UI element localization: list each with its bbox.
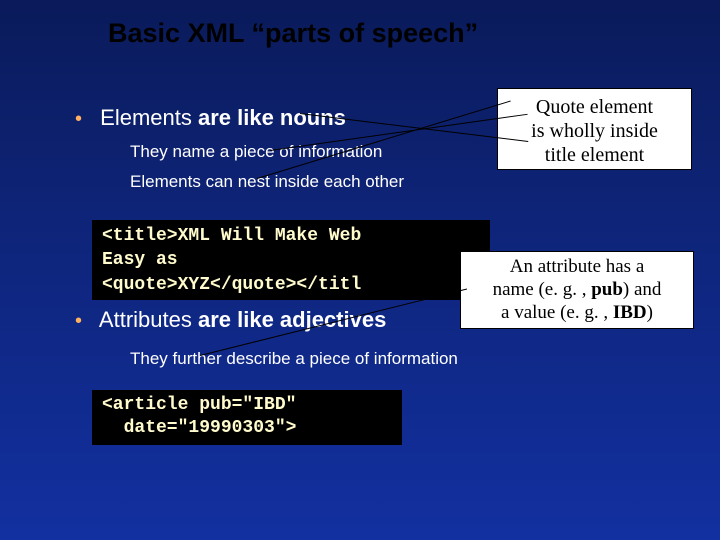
callout2-l3a: a value (e. g. , [501,302,613,323]
bullet1-pre: Elements [100,105,198,130]
bullet-elements: • Elements are like nouns [75,105,346,131]
code-block-article: <article pub="IBD" date="19990303"> [92,390,402,445]
callout1-line1: Quote element [498,95,691,119]
slide-title: Basic XML “parts of speech” [108,18,478,49]
bullet-dot-icon: • [75,310,82,332]
callout2-l2a: name (e. g. , [493,279,592,300]
callout2-l3b: IBD [613,302,647,323]
callout2-l2c: ) and [623,279,662,300]
bullet2-bold: are like adjectives [198,307,386,332]
callout1-line2: is wholly inside [498,119,691,143]
code-block-title: <title>XML Will Make Web Easy as <quote>… [92,220,490,300]
callout2-l2b: pub [591,279,623,300]
bullet-dot-icon: • [75,108,82,130]
callout2-line1: An attribute has a [461,256,693,279]
callout-quote-element: Quote element is wholly inside title ele… [497,88,692,170]
bullet2-pre: Attributes [99,307,198,332]
callout2-line2: name (e. g. , pub) and [461,279,693,302]
callout1-line3: title element [498,143,691,167]
callout-attribute: An attribute has a name (e. g. , pub) an… [460,251,694,329]
callout2-l3c: ) [647,302,653,323]
callout2-line3: a value (e. g. , IBD) [461,302,693,325]
sub-bullet-3: They further describe a piece of informa… [130,349,458,369]
bullet1-bold: are like nouns [198,105,346,130]
